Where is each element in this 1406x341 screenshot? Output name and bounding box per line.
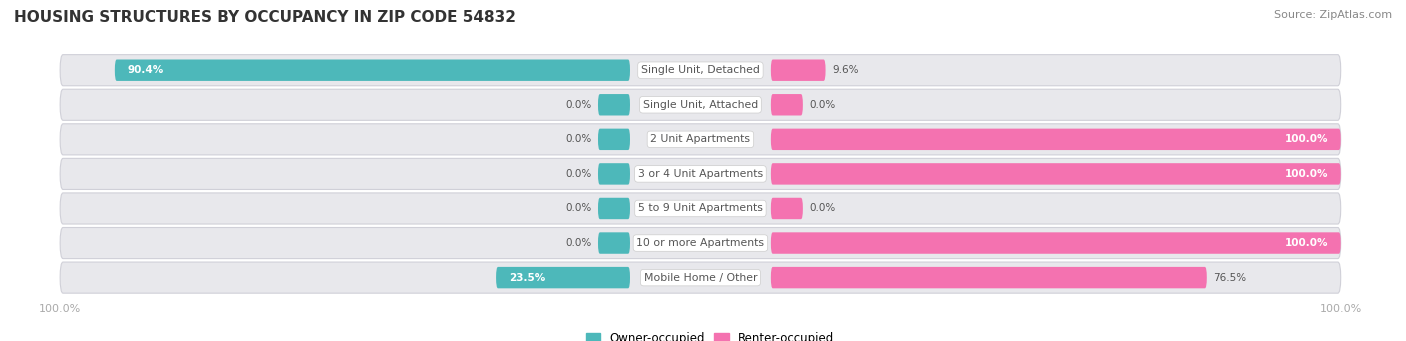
FancyBboxPatch shape bbox=[598, 198, 630, 219]
FancyBboxPatch shape bbox=[60, 158, 1341, 190]
FancyBboxPatch shape bbox=[598, 163, 630, 184]
Text: 100.0%: 100.0% bbox=[1285, 134, 1327, 144]
FancyBboxPatch shape bbox=[115, 59, 630, 81]
FancyBboxPatch shape bbox=[770, 129, 1341, 150]
Text: 3 or 4 Unit Apartments: 3 or 4 Unit Apartments bbox=[638, 169, 763, 179]
Text: 0.0%: 0.0% bbox=[810, 100, 835, 110]
Text: 100.0%: 100.0% bbox=[1285, 238, 1327, 248]
Text: 10 or more Apartments: 10 or more Apartments bbox=[637, 238, 765, 248]
Text: 90.4%: 90.4% bbox=[128, 65, 165, 75]
FancyBboxPatch shape bbox=[770, 232, 1341, 254]
FancyBboxPatch shape bbox=[60, 89, 1341, 120]
Text: HOUSING STRUCTURES BY OCCUPANCY IN ZIP CODE 54832: HOUSING STRUCTURES BY OCCUPANCY IN ZIP C… bbox=[14, 10, 516, 25]
FancyBboxPatch shape bbox=[60, 193, 1341, 224]
FancyBboxPatch shape bbox=[60, 55, 1341, 86]
FancyBboxPatch shape bbox=[770, 267, 1206, 288]
FancyBboxPatch shape bbox=[598, 129, 630, 150]
Text: 0.0%: 0.0% bbox=[565, 100, 592, 110]
Text: 0.0%: 0.0% bbox=[810, 204, 835, 213]
Text: 0.0%: 0.0% bbox=[565, 204, 592, 213]
FancyBboxPatch shape bbox=[770, 198, 803, 219]
Text: Source: ZipAtlas.com: Source: ZipAtlas.com bbox=[1274, 10, 1392, 20]
Text: 0.0%: 0.0% bbox=[565, 169, 592, 179]
Text: Single Unit, Attached: Single Unit, Attached bbox=[643, 100, 758, 110]
FancyBboxPatch shape bbox=[598, 94, 630, 116]
Text: 2 Unit Apartments: 2 Unit Apartments bbox=[651, 134, 751, 144]
Text: 76.5%: 76.5% bbox=[1213, 272, 1246, 283]
Text: 9.6%: 9.6% bbox=[832, 65, 859, 75]
Text: Mobile Home / Other: Mobile Home / Other bbox=[644, 272, 758, 283]
FancyBboxPatch shape bbox=[770, 163, 1341, 184]
FancyBboxPatch shape bbox=[60, 124, 1341, 155]
Text: 0.0%: 0.0% bbox=[565, 238, 592, 248]
Text: 23.5%: 23.5% bbox=[509, 272, 546, 283]
Text: Single Unit, Detached: Single Unit, Detached bbox=[641, 65, 759, 75]
FancyBboxPatch shape bbox=[770, 94, 803, 116]
Text: 100.0%: 100.0% bbox=[1285, 169, 1327, 179]
FancyBboxPatch shape bbox=[60, 227, 1341, 258]
FancyBboxPatch shape bbox=[598, 232, 630, 254]
Legend: Owner-occupied, Renter-occupied: Owner-occupied, Renter-occupied bbox=[581, 327, 839, 341]
FancyBboxPatch shape bbox=[60, 262, 1341, 293]
Text: 5 to 9 Unit Apartments: 5 to 9 Unit Apartments bbox=[638, 204, 763, 213]
FancyBboxPatch shape bbox=[770, 59, 825, 81]
Text: 0.0%: 0.0% bbox=[565, 134, 592, 144]
FancyBboxPatch shape bbox=[496, 267, 630, 288]
